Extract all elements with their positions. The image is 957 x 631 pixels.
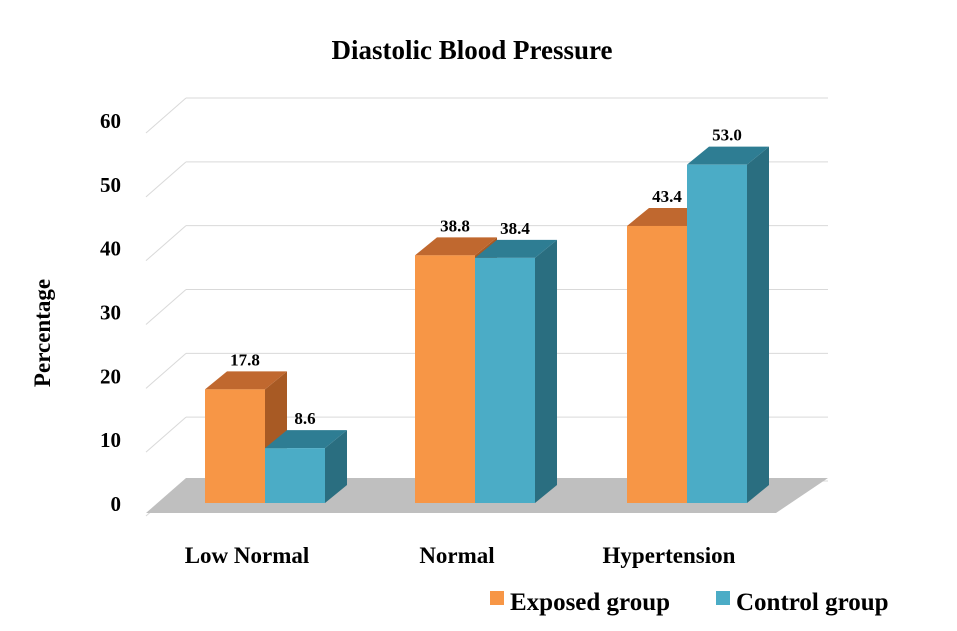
gridline-depth: [145, 97, 187, 134]
y-tick-label: 10: [100, 428, 121, 452]
chart-title: Diastolic Blood Pressure: [332, 35, 613, 65]
category-label: Hypertension: [603, 543, 736, 568]
category-label-layer: Low Normal Normal Hypertension: [185, 543, 736, 568]
y-tick-label: 60: [100, 109, 121, 133]
data-label: 43.4: [652, 187, 682, 206]
category-label: Normal: [419, 543, 494, 568]
bar-top: [475, 239, 557, 258]
data-label: 53.0: [712, 126, 742, 145]
y-tick-layer: 0 10 20 30 40 50 60: [100, 109, 121, 516]
gridline-depth: [145, 352, 187, 389]
gridline-depth: [145, 416, 187, 453]
gridline-depth: [145, 289, 187, 325]
legend: Exposed group Control group: [490, 589, 889, 616]
bar-top: [265, 430, 347, 449]
bar: [265, 448, 325, 503]
y-tick-label: 50: [100, 173, 121, 197]
y-tick-label: 0: [111, 492, 122, 516]
legend-swatch: [490, 591, 504, 605]
data-label: 17.8: [230, 350, 260, 369]
bar-side: [747, 146, 769, 503]
bar-layer: [205, 146, 769, 504]
bar: [627, 225, 687, 504]
data-label-layer: 17.8 8.6 38.8 38.4 43.4 53.0: [230, 126, 742, 428]
legend-label: Exposed group: [510, 589, 670, 616]
y-tick-label: 30: [100, 301, 121, 325]
y-tick-label: 40: [100, 237, 121, 261]
legend-label: Control group: [736, 589, 889, 616]
bar: [475, 257, 535, 503]
gridline-depth: [145, 225, 187, 262]
category-label: Low Normal: [185, 543, 310, 568]
legend-swatch: [716, 591, 730, 605]
bar: [687, 164, 747, 503]
bar-side: [325, 430, 347, 503]
bar-top: [687, 146, 769, 165]
bar: [205, 389, 265, 503]
bar-top: [205, 371, 287, 390]
data-label: 8.6: [294, 409, 315, 428]
gridline-depth: [145, 161, 187, 198]
bar-side: [535, 239, 557, 503]
y-axis-label: Percentage: [30, 279, 55, 387]
bar-top: [415, 237, 497, 256]
data-label: 38.4: [500, 219, 530, 238]
bar: [415, 255, 475, 503]
y-tick-label: 20: [100, 364, 121, 388]
data-label: 38.8: [440, 216, 470, 235]
